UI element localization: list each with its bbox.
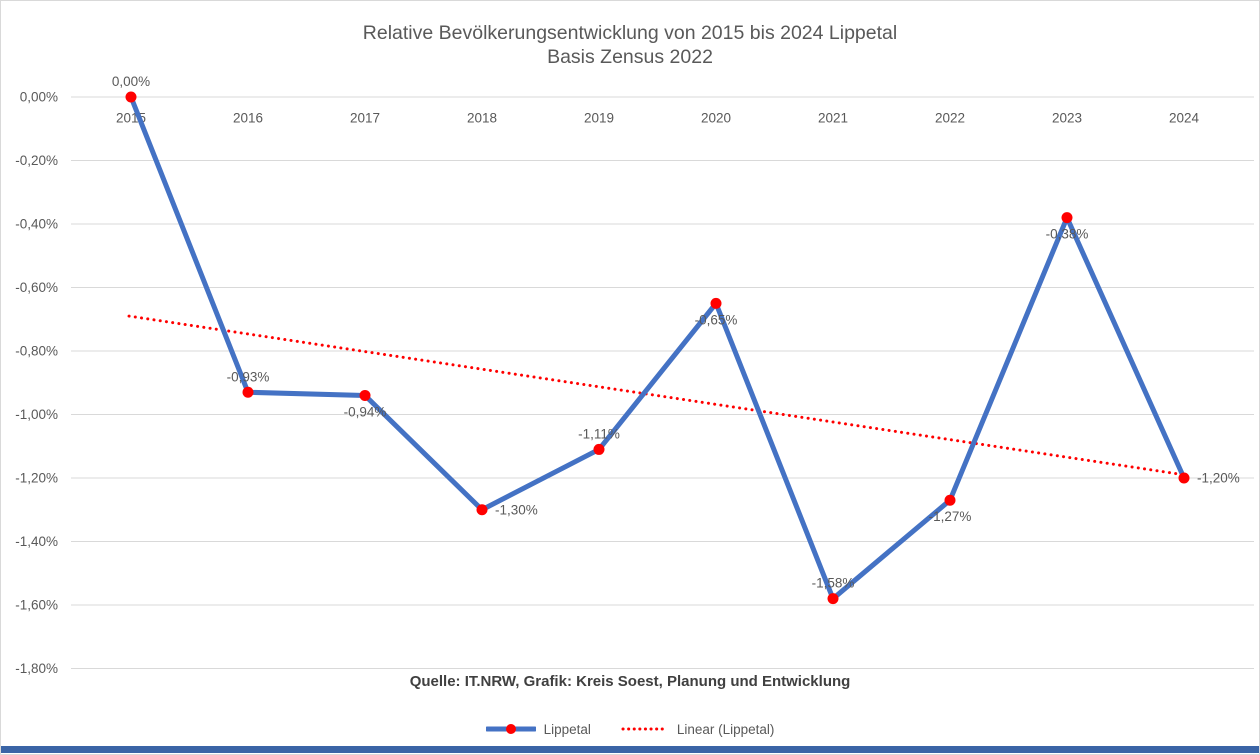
- y-tick-label: -1,20%: [15, 471, 58, 486]
- y-tick-label: -0,40%: [15, 217, 58, 232]
- chart-title: Relative Bevölkerungsentwicklung von 201…: [362, 22, 898, 44]
- x-tick-label: 2023: [1052, 111, 1082, 126]
- data-point-marker[interactable]: [944, 494, 956, 506]
- data-label: -1,58%: [812, 576, 855, 591]
- legend-label-linear: Linear (Lippetal): [676, 721, 775, 737]
- data-point-marker[interactable]: [1178, 472, 1190, 484]
- legend-item-linear-lippetal[interactable]: Linear (Lippetal): [621, 721, 775, 737]
- data-point-marker[interactable]: [1061, 212, 1073, 224]
- data-label: -0,93%: [227, 369, 270, 384]
- data-point-marker[interactable]: [359, 389, 371, 401]
- x-tick-label: 2017: [350, 111, 380, 126]
- data-point-marker[interactable]: [242, 386, 254, 398]
- data-label: -0,38%: [1046, 227, 1089, 242]
- x-tick-label: 2016: [233, 111, 263, 126]
- bottom-accent-bar: [1, 746, 1259, 753]
- series-line[interactable]: [128, 94, 1187, 602]
- data-label: 0,00%: [112, 74, 150, 89]
- data-point-marker[interactable]: [710, 297, 722, 309]
- data-point-marker[interactable]: [476, 504, 488, 516]
- legend-item-lippetal[interactable]: Lippetal: [485, 721, 591, 737]
- data-label: -0,65%: [695, 312, 738, 327]
- x-tick-label: 2021: [818, 111, 848, 126]
- source-note: Quelle: IT.NRW, Grafik: Kreis Soest, Pla…: [409, 673, 851, 690]
- trend-dotted-swatch: [621, 727, 669, 731]
- x-tick-label: 2022: [935, 111, 965, 126]
- data-point-marker[interactable]: [827, 593, 839, 605]
- x-tick-label: 2018: [467, 111, 497, 126]
- data-point-marker[interactable]: [125, 91, 137, 103]
- y-tick-label: -1,80%: [15, 661, 58, 676]
- data-label: -0,94%: [344, 404, 387, 419]
- data-point-marker[interactable]: [593, 443, 605, 455]
- y-tick-label: -1,60%: [15, 598, 58, 613]
- series-line-marker-swatch: [485, 724, 536, 734]
- y-tick-label: -1,00%: [15, 407, 58, 422]
- data-label: -1,30%: [495, 502, 538, 517]
- legend: Lippetal Linear (Lippetal): [1, 717, 1259, 741]
- chart-subtitle: Basis Zensus 2022: [547, 46, 713, 68]
- y-tick-label: 0,00%: [20, 90, 58, 105]
- y-tick-label: -1,40%: [15, 534, 58, 549]
- x-tick-label: 2024: [1169, 111, 1200, 126]
- data-label: -1,27%: [929, 509, 972, 524]
- y-tick-label: -0,80%: [15, 344, 58, 359]
- title-block: Relative Bevölkerungsentwicklung von 201…: [1, 21, 1259, 69]
- x-tick-label: 2020: [701, 111, 731, 126]
- y-tick-label: -0,60%: [15, 280, 58, 295]
- data-label: -1,20%: [1197, 471, 1240, 486]
- data-label: -1,11%: [578, 426, 620, 441]
- x-tick-label: 2019: [584, 111, 614, 126]
- y-tick-label: -0,20%: [15, 153, 58, 168]
- legend-label-lippetal: Lippetal: [543, 721, 591, 737]
- trend-line[interactable]: [127, 314, 1186, 477]
